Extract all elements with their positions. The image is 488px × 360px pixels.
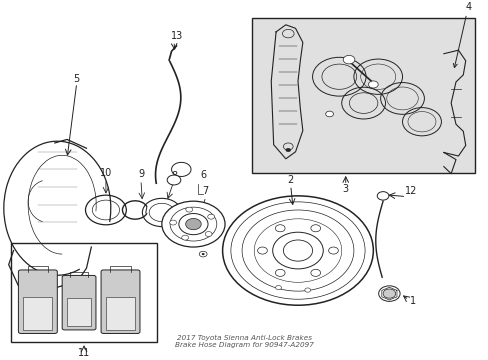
Bar bbox=[23, 297, 52, 330]
Text: 12: 12 bbox=[404, 186, 417, 196]
Circle shape bbox=[275, 285, 281, 290]
Text: 13: 13 bbox=[171, 31, 183, 41]
Text: 5: 5 bbox=[74, 75, 80, 85]
Circle shape bbox=[368, 81, 377, 88]
Bar bbox=[106, 297, 135, 330]
Text: 6: 6 bbox=[200, 170, 206, 180]
Text: 11: 11 bbox=[78, 348, 90, 358]
Text: 3: 3 bbox=[342, 184, 348, 194]
Circle shape bbox=[285, 148, 290, 152]
Circle shape bbox=[185, 207, 192, 212]
Text: 9: 9 bbox=[138, 169, 144, 179]
Circle shape bbox=[325, 111, 333, 117]
Text: 10: 10 bbox=[100, 168, 112, 178]
Text: 7: 7 bbox=[202, 186, 208, 196]
Circle shape bbox=[169, 220, 176, 225]
Text: 4: 4 bbox=[452, 2, 470, 68]
Bar bbox=[11, 243, 157, 342]
Circle shape bbox=[310, 269, 320, 276]
Circle shape bbox=[382, 289, 395, 298]
Circle shape bbox=[275, 269, 285, 276]
FancyBboxPatch shape bbox=[62, 275, 96, 330]
Circle shape bbox=[310, 225, 320, 232]
Text: 1: 1 bbox=[409, 296, 415, 306]
Circle shape bbox=[201, 253, 204, 255]
Circle shape bbox=[185, 219, 201, 230]
Circle shape bbox=[304, 288, 310, 292]
Circle shape bbox=[167, 175, 181, 185]
Circle shape bbox=[283, 240, 312, 261]
Circle shape bbox=[376, 192, 388, 200]
Circle shape bbox=[182, 235, 188, 240]
Circle shape bbox=[162, 201, 224, 247]
FancyBboxPatch shape bbox=[101, 270, 140, 333]
Circle shape bbox=[378, 286, 399, 301]
Circle shape bbox=[257, 247, 267, 254]
Text: 8: 8 bbox=[171, 171, 177, 181]
Bar bbox=[67, 298, 91, 327]
FancyBboxPatch shape bbox=[19, 270, 57, 333]
Text: 2: 2 bbox=[287, 175, 293, 185]
Circle shape bbox=[205, 231, 212, 237]
Circle shape bbox=[222, 196, 372, 305]
Circle shape bbox=[275, 225, 285, 232]
Circle shape bbox=[343, 55, 354, 64]
Circle shape bbox=[328, 247, 338, 254]
Circle shape bbox=[207, 214, 214, 219]
Text: 2017 Toyota Sienna Anti-Lock Brakes
Brake Hose Diagram for 90947-A2097: 2017 Toyota Sienna Anti-Lock Brakes Brak… bbox=[175, 334, 313, 347]
Bar bbox=[251, 18, 474, 173]
